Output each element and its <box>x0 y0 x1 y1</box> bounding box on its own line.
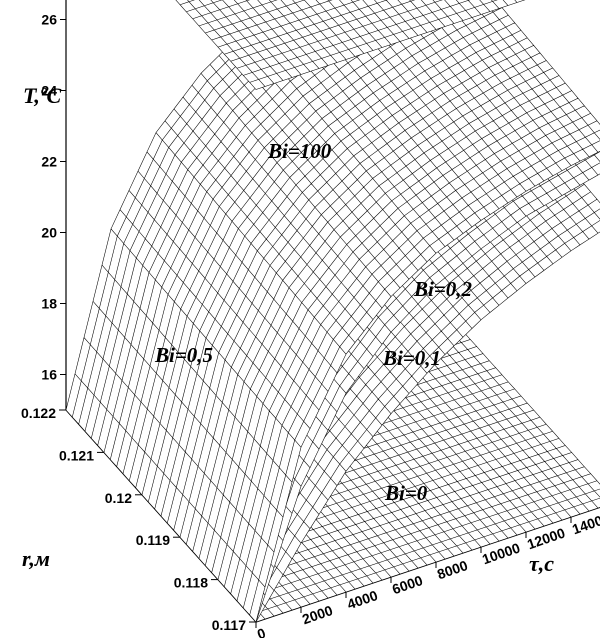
z-tick-label: 26 <box>41 12 57 28</box>
r-tick-label: 0.121 <box>59 447 94 463</box>
surface-label-bi-100: Bi=100 <box>267 139 332 163</box>
r-tick-label: 0.122 <box>21 405 56 421</box>
r-axis-title: r,м <box>22 546 50 571</box>
z-axis-title: T,ºC <box>23 83 62 108</box>
z-tick-label: 18 <box>41 296 57 312</box>
surface-label-bi-0: Bi=0 <box>384 481 428 505</box>
z-tick-label: 24 <box>41 83 57 99</box>
surface-bi-100 <box>175 0 526 90</box>
z-tick-label: 22 <box>41 154 57 170</box>
tau-tick-label: 0 <box>255 625 268 638</box>
r-tick-label: 0.118 <box>174 575 208 591</box>
z-tick-label: 16 <box>41 367 57 383</box>
r-tick-label: 0.117 <box>212 617 246 633</box>
surface-label-bi-0-5: Bi=0,5 <box>154 343 213 367</box>
surface-mesh <box>175 0 526 90</box>
tau-axis-title: τ,с <box>529 551 554 576</box>
r-tick-label: 0.119 <box>136 532 170 548</box>
surfaces <box>65 0 600 623</box>
surface-label-bi-0-1: Bi=0,1 <box>382 346 441 370</box>
surface-label-bi-0-2: Bi=0,2 <box>413 277 473 301</box>
z-tick-label: 20 <box>41 225 57 241</box>
r-tick-label: 0.12 <box>105 490 132 506</box>
